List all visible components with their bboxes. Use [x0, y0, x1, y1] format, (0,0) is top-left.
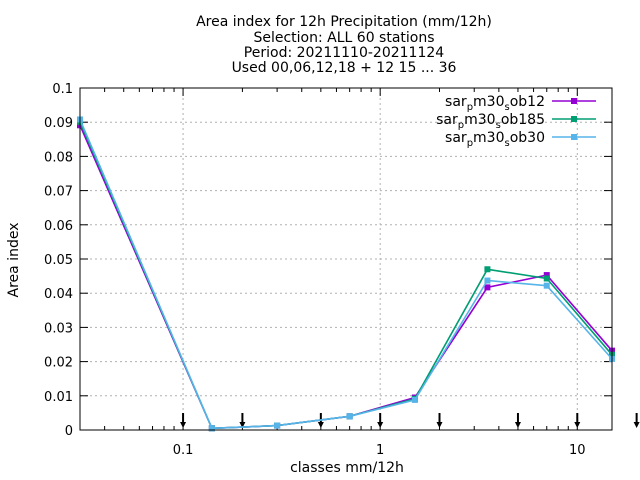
legend-marker — [571, 98, 577, 104]
data-point — [484, 266, 491, 273]
x-axis-label: classes mm/12h — [290, 460, 404, 476]
series-ob185 — [77, 118, 615, 432]
class-boundary-marker — [317, 413, 324, 428]
y-axis-label: Area index — [6, 223, 22, 298]
class-boundary-marker — [633, 413, 640, 428]
chart-title-line-2: Selection: ALL 60 stations — [253, 30, 434, 46]
grid-lines — [80, 88, 612, 430]
data-point — [208, 425, 215, 432]
class-boundary-marker — [180, 413, 187, 428]
legend-marker — [571, 134, 577, 140]
class-boundary-marker — [574, 413, 581, 428]
y-tick-label: 0.05 — [44, 253, 73, 268]
data-point — [543, 275, 550, 282]
chart-title-line-1: Area index for 12h Precipitation (mm/12h… — [196, 14, 492, 30]
y-tick-label: 0 — [65, 424, 73, 439]
legend-label: sarpm30sob30 — [445, 130, 545, 149]
data-point — [484, 284, 491, 291]
series-line — [79, 121, 613, 430]
data-point — [274, 422, 281, 429]
legend-label: sarpm30sob12 — [445, 94, 545, 113]
legend-marker — [571, 116, 577, 122]
data-point — [543, 282, 550, 289]
y-tick-label: 0.02 — [44, 356, 73, 371]
y-tick-label: 0.09 — [44, 116, 73, 131]
chart-title-line-4: Used 00,06,12,18 + 12 15 ... 36 — [232, 60, 457, 76]
class-boundary-markers — [180, 413, 640, 428]
y-axis-ticks: 0 0.01 0.02 0.03 0.04 0.05 0.06 0.07 0.08 0.09 0.1 — [44, 82, 612, 439]
y-tick-label: 0.06 — [44, 219, 73, 234]
class-boundary-marker — [239, 413, 246, 428]
series-line — [79, 119, 613, 430]
x-tick-label: 1 — [376, 443, 384, 458]
class-boundary-marker — [514, 413, 521, 428]
y-tick-label: 0.03 — [44, 321, 73, 336]
class-boundary-marker — [377, 413, 384, 428]
y-tick-label: 0.1 — [52, 82, 73, 97]
class-boundary-marker — [436, 413, 443, 428]
x-tick-label: 0.1 — [173, 443, 194, 458]
series-ob30 — [77, 116, 615, 432]
data-point — [346, 413, 353, 420]
y-tick-label: 0.07 — [44, 185, 73, 200]
plot-frame — [79, 87, 613, 431]
y-tick-label: 0.08 — [44, 150, 73, 165]
data-point — [411, 396, 418, 403]
chart-title-line-3: Period: 20211110-20211124 — [244, 45, 444, 61]
data-point — [484, 277, 491, 284]
y-tick-label: 0.01 — [44, 390, 73, 405]
data-point — [543, 272, 550, 279]
legend-label: sarpm30sob185 — [436, 112, 545, 131]
y-tick-label: 0.04 — [44, 287, 73, 302]
chart-title-block: Area index for 12h Precipitation (mm/12h… — [196, 14, 492, 76]
series-lines — [77, 116, 615, 432]
x-tick-label: 10 — [569, 443, 586, 458]
